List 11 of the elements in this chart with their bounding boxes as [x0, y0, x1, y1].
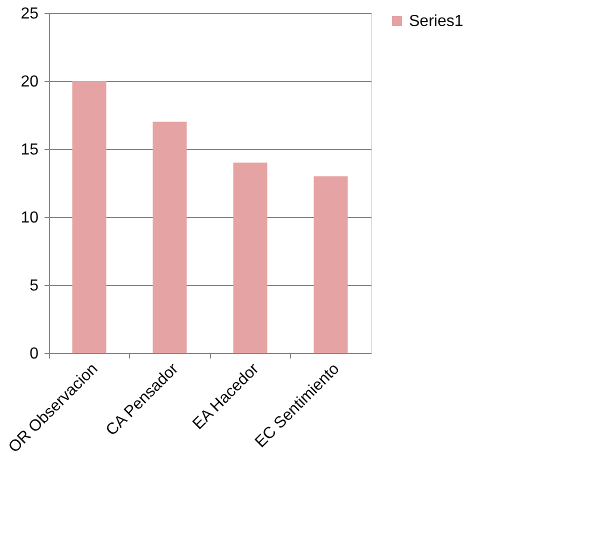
y-tick-label: 25 — [20, 6, 39, 22]
y-tick-label: 10 — [20, 210, 39, 226]
bar — [233, 162, 268, 353]
y-tick-label: 20 — [20, 74, 39, 90]
y-tick-label: 0 — [30, 346, 39, 362]
bar — [314, 176, 348, 353]
y-tick-label: 5 — [30, 278, 39, 294]
bar — [152, 122, 187, 353]
y-tick-label: 15 — [20, 142, 39, 158]
legend-label: Series1 — [409, 13, 464, 30]
bar — [72, 81, 106, 353]
